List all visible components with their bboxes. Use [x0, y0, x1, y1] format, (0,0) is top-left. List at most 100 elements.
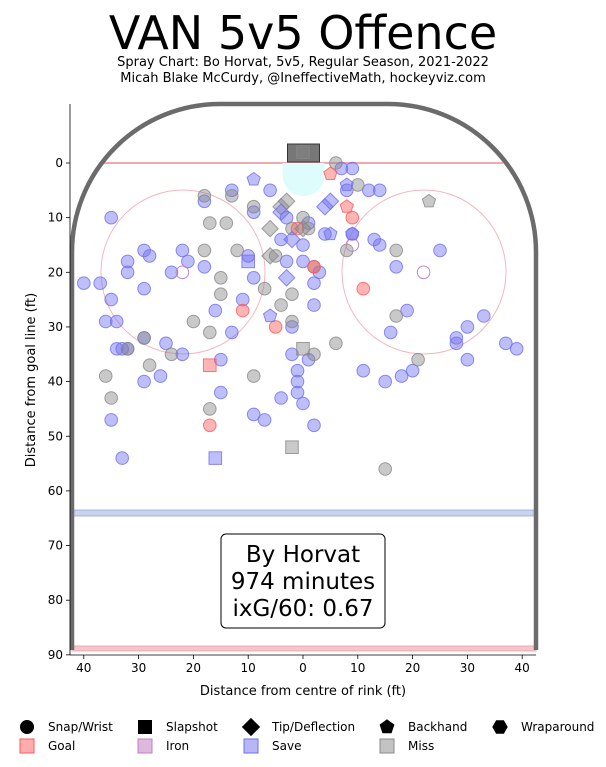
blue-line [71, 509, 537, 517]
shot-circle-save [279, 210, 294, 225]
shot-circle-save [246, 205, 261, 219]
shot-circle-save [104, 292, 118, 307]
shot-circle-iron [345, 238, 360, 252]
x-tick-label: 10 [350, 661, 365, 675]
legend-label-save: Save [272, 739, 301, 753]
legend-label-pentagon: Backhand [408, 720, 467, 734]
shot-circle-save [460, 352, 475, 367]
shot-circle-save [153, 369, 168, 383]
shot-circle-miss [339, 243, 354, 258]
shot-circle-miss [285, 314, 299, 329]
shot-circle-save [356, 363, 371, 378]
legend-goal-swatch [19, 738, 35, 754]
shot-circle-miss [301, 221, 316, 236]
shot-pentagon-save [323, 226, 338, 241]
shot-circle-save [137, 281, 151, 296]
x-tick-label: 10 [241, 661, 256, 675]
legend-label-hexagon: Wraparound [521, 720, 594, 734]
shot-circle-save [312, 265, 327, 280]
shot-circle-miss [307, 347, 321, 362]
shot-circle-save [307, 418, 321, 433]
shot-circle-save [433, 243, 447, 258]
shot-circle-save [104, 210, 118, 225]
shot-circle-save [285, 320, 299, 334]
shot-circle-miss [186, 314, 201, 329]
shot-circle-save [214, 385, 228, 400]
shot-circle-save [301, 352, 316, 367]
shot-circle-save [290, 385, 305, 400]
shot-circle-miss [203, 402, 217, 416]
shot-pentagon-save [246, 171, 261, 186]
shot-circle-miss [285, 221, 299, 236]
y-tick-label: 0 [55, 156, 63, 170]
legend: Snap/Wrist Slapshot Tip/Deflection Backhand… [19, 717, 594, 754]
shot-circle-save [109, 341, 124, 356]
shot-circle-miss [203, 325, 217, 340]
shot-circle-miss [214, 270, 228, 285]
shot-circle-save [372, 238, 387, 252]
shot-circle-save [285, 347, 299, 362]
shot-circle-save [115, 341, 129, 356]
shot-circle-miss [274, 298, 288, 312]
shot-circle-save [307, 298, 321, 312]
shot-circle-goal [345, 210, 360, 225]
chart-subtitle-line2: Micah Blake McCurdy, @IneffectiveMath, h… [120, 71, 486, 86]
y-axis-label: Distance from goal line (ft) [24, 293, 39, 467]
shot-circle-miss [329, 156, 343, 170]
shot-circle-save [274, 232, 288, 247]
chart-title: VAN 5v5 Offence [108, 6, 498, 60]
shot-circle-save [367, 232, 382, 247]
shot-circle-save [400, 303, 414, 318]
y-axis: 0 10 20 30 40 50 60 70 80 90 [48, 104, 71, 662]
shot-square-save [241, 254, 255, 269]
shot-circle-save [389, 259, 404, 274]
shot-circle-miss [225, 189, 239, 203]
shot-diamond-save [321, 192, 340, 211]
shot-circle-iron [175, 265, 190, 280]
shot-pentagon-miss [421, 193, 437, 208]
shot-circle-save [164, 265, 179, 280]
shot-circle-save [175, 347, 190, 362]
shot-circle-save [383, 325, 398, 340]
shot-diamond-save [316, 197, 334, 216]
shot-square-save [208, 451, 223, 465]
y-tick-label: 90 [48, 648, 63, 662]
shot-circle-miss [389, 309, 404, 323]
shot-circle-save [197, 194, 212, 209]
shot-circle-save [405, 363, 420, 378]
rink-boards [69, 101, 539, 650]
shot-circle-save [120, 265, 135, 280]
shot-circle-save [246, 407, 261, 422]
legend-label-circle: Snap/Wrist [48, 720, 113, 734]
shot-circle-miss [246, 369, 261, 383]
shot-circle-miss [104, 391, 118, 405]
shot-circle-goal [290, 221, 305, 236]
centre-line [71, 645, 537, 652]
info-player: By Horvat [246, 542, 360, 568]
info-minutes: 974 minutes [231, 569, 375, 595]
shot-circle-save [334, 161, 349, 176]
y-tick-label: 40 [48, 375, 63, 389]
legend-label-diamond: Tip/Deflection [271, 720, 355, 734]
shot-circle-save [159, 336, 173, 351]
shot-circle-miss [285, 287, 299, 302]
x-tick-label: 30 [131, 661, 146, 675]
shot-square-goal [203, 358, 217, 373]
shot-circle-miss [164, 347, 179, 362]
y-tick-label: 30 [48, 320, 63, 334]
shot-circle-miss [137, 331, 151, 345]
right-faceoff-circle [341, 189, 507, 355]
shot-circle-goal [203, 418, 217, 433]
shot-circle-save [257, 413, 272, 427]
goal-net [287, 143, 320, 163]
legend-circle-icon [20, 720, 34, 734]
legend-label-goal: Goal [48, 739, 75, 753]
shot-diamond-save [272, 203, 290, 222]
x-axis: 40 30 20 10 0 10 20 30 40 [70, 654, 536, 675]
shot-markers [77, 145, 524, 476]
x-tick-label: 20 [405, 661, 420, 675]
shot-circle-miss [203, 216, 217, 230]
shot-circle-miss [214, 287, 228, 302]
shot-circle-save [460, 320, 475, 334]
